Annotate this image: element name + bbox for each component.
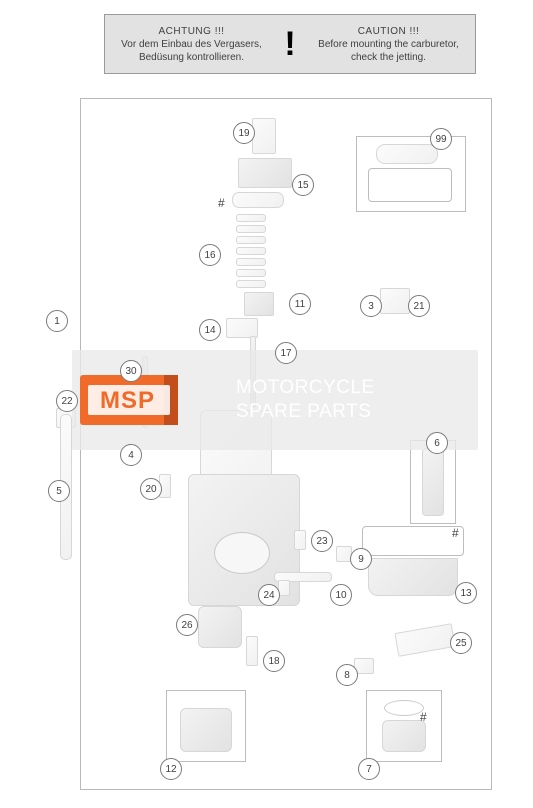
part-spring16-seg: [236, 258, 266, 266]
callout-7: 7: [358, 758, 380, 780]
part-spring16-seg: [236, 214, 266, 222]
part-gasket99-inner: [376, 144, 438, 164]
watermark-msp: MSP: [100, 387, 155, 415]
callout-3: 3: [360, 295, 382, 317]
callout-15: 15: [292, 174, 314, 196]
callout-12: 12: [160, 758, 182, 780]
part-cap15: [238, 158, 292, 188]
callout-18: 18: [263, 650, 285, 672]
part-clip14: [226, 318, 258, 338]
banner-title-de: ACHTUNG !!!: [109, 25, 274, 38]
part-spring16-seg: [236, 236, 266, 244]
callout-10: 10: [330, 584, 352, 606]
caution-banner: ACHTUNG !!! Vor dem Einbau des Vergasers…: [104, 14, 476, 74]
callout-20: 20: [140, 478, 162, 500]
callout-11: 11: [289, 293, 311, 315]
banner-col-en: CAUTION !!! Before mounting the carburet…: [302, 19, 475, 70]
callout-6: 6: [426, 432, 448, 454]
callout-19: 19: [233, 122, 255, 144]
callout-21: 21: [408, 295, 430, 317]
exclamation-icon: !: [278, 27, 302, 61]
part-bowl13-body: [368, 558, 458, 596]
part-valve18: [246, 636, 258, 666]
part-seat11: [244, 292, 274, 316]
callout-99: 99: [430, 128, 452, 150]
part-jets3_21: [380, 288, 410, 314]
callout-1: 1: [46, 310, 68, 332]
watermark-text: MOTORCYCLE SPARE PARTS: [236, 376, 375, 424]
callout-5: 5: [48, 480, 70, 502]
callout-8: 8: [336, 664, 358, 686]
callout-24: 24: [258, 584, 280, 606]
part-bowl13-gasket: [362, 526, 464, 556]
part-gasket99-rect: [368, 168, 452, 202]
watermark-badge: MSP: [80, 357, 220, 443]
part-float26: [198, 606, 242, 648]
callout-22: 22: [56, 390, 78, 412]
callout-25: 25: [450, 632, 472, 654]
watermark-line2: SPARE PARTS: [236, 400, 375, 424]
banner-col-de: ACHTUNG !!! Vor dem Einbau des Vergasers…: [105, 19, 278, 70]
part-screws19: [252, 118, 276, 154]
callout-hash-1: #: [452, 526, 459, 540]
banner-body-de: Vor dem Einbau des Vergasers, Bedüsung k…: [109, 38, 274, 64]
callout-13: 13: [455, 582, 477, 604]
callout-16: 16: [199, 244, 221, 266]
callout-hash-2: #: [420, 710, 427, 724]
callout-23: 23: [311, 530, 333, 552]
callout-30: 30: [120, 360, 142, 382]
part-spring16-seg: [236, 269, 266, 277]
part-spring16-seg: [236, 225, 266, 233]
callout-14: 14: [199, 319, 221, 341]
callout-17: 17: [275, 342, 297, 364]
part-kit7-cap: [382, 720, 426, 752]
callout-hash-0: #: [218, 196, 225, 210]
banner-title-en: CAUTION !!!: [306, 25, 471, 38]
callout-26: 26: [176, 614, 198, 636]
part-oring: [232, 192, 284, 208]
part-spring16-seg: [236, 280, 266, 288]
part-body-bore: [214, 532, 270, 574]
part-kit7-ring: [384, 700, 424, 716]
banner-body-en: Before mounting the carburetor, check th…: [306, 38, 471, 64]
part-jet23: [294, 530, 306, 550]
callout-4: 4: [120, 444, 142, 466]
part-spring16-seg: [236, 247, 266, 255]
callout-9: 9: [350, 548, 372, 570]
part-kit12: [180, 708, 232, 752]
watermark-line1: MOTORCYCLE: [236, 376, 375, 400]
part-choke6: [422, 448, 444, 516]
diagram-stage: ACHTUNG !!! Vor dem Einbau des Vergasers…: [0, 0, 533, 808]
